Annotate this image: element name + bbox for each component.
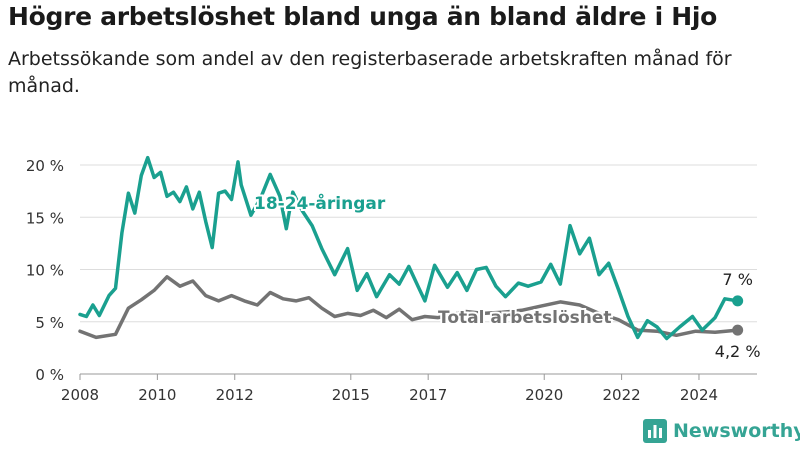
youth-series-label: 18-24-åringar [254,192,386,214]
x-tick-label: 2024 [680,386,718,404]
x-tick-label: 2020 [525,386,563,404]
newsworthy-logo-icon [643,419,667,443]
total-end-value-label: 4,2 % [715,342,761,361]
youth-series-line [78,155,740,341]
y-tick-label: 20 % [26,157,64,175]
total-series-end-marker [732,324,744,336]
total-series-line [78,275,740,340]
chart-title: Högre arbetslöshet bland unga än bland ä… [8,2,718,31]
x-tick-label: 2008 [61,386,99,404]
x-tick-label: 2022 [603,386,641,404]
youth-end-value-label: 7 % [722,270,752,289]
x-tick-label: 2015 [332,386,370,404]
x-tick-label: 2012 [216,386,254,404]
youth-series-end-marker [732,295,744,307]
newsworthy-logo: Newsworthy [643,419,800,443]
newsworthy-logo-text: Newsworthy [673,420,800,442]
y-tick-label: 15 % [26,209,64,227]
total-series-label: Total arbetslöshet [438,308,612,328]
chart-subtitle: Arbetssökande som andel av den registerb… [8,48,732,97]
x-tick-label: 2017 [409,386,447,404]
y-tick-label: 10 % [26,262,64,280]
y-tick-label: 5 % [35,314,64,332]
x-tick-label: 2010 [138,386,176,404]
y-tick-label: 0 % [35,366,64,384]
